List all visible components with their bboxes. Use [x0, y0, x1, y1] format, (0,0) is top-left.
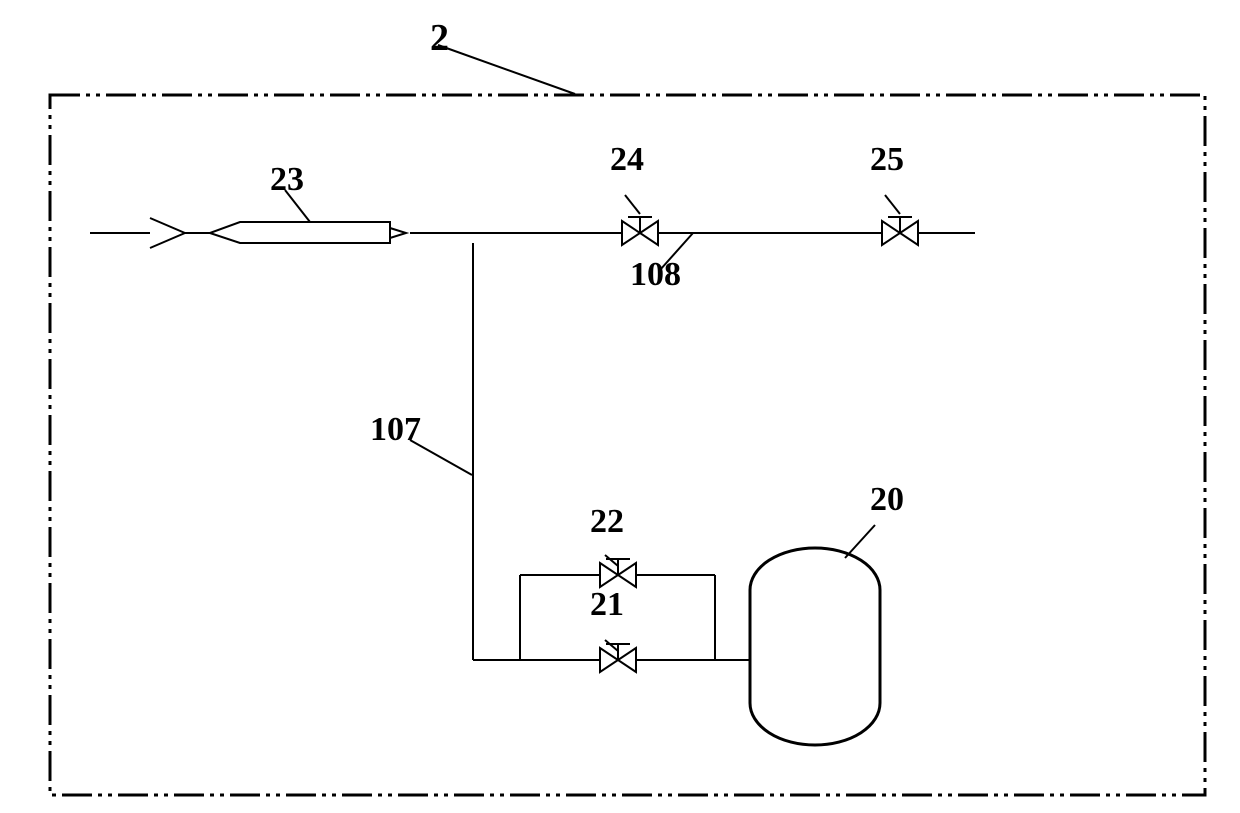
- schematic-svg: 2 23 24 25 108 107 22 21 20: [0, 0, 1240, 813]
- label-valve21: 21: [590, 586, 624, 623]
- label-valve22: 22: [590, 503, 624, 540]
- label-pipe108: 108: [630, 256, 681, 293]
- system-boundary: [50, 95, 1205, 795]
- valve-22: [600, 559, 636, 587]
- label-valve24: 24: [610, 141, 644, 178]
- valve-21: [600, 644, 636, 672]
- label-valve25: 25: [870, 141, 904, 178]
- leader-lines: [285, 45, 900, 651]
- tank-20: [750, 548, 880, 745]
- label-system: 2: [430, 17, 449, 59]
- label-ejector: 23: [270, 161, 304, 198]
- valve-24: [622, 217, 658, 245]
- diagram-canvas: 2 23 24 25 108 107 22 21 20: [0, 0, 1240, 813]
- label-tank: 20: [870, 481, 904, 518]
- valve-25: [882, 217, 918, 245]
- label-pipe107: 107: [370, 411, 421, 448]
- ejector-23: [150, 218, 406, 248]
